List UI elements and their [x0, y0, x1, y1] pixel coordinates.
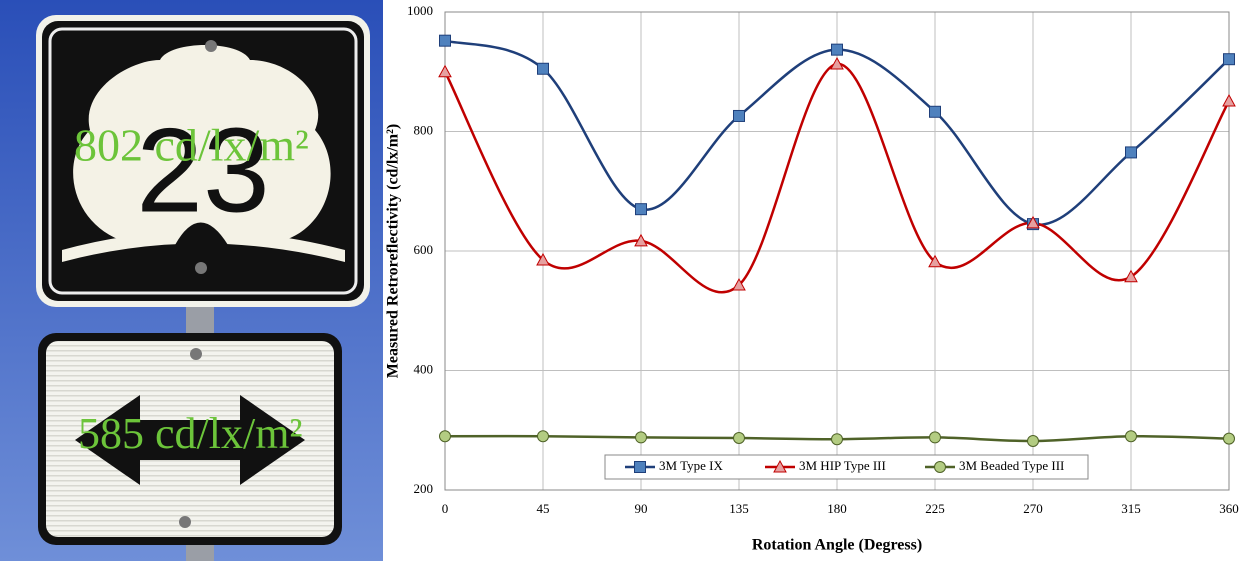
marker — [831, 43, 843, 56]
x-tick-label: 135 — [729, 501, 749, 516]
x-tick-label: 180 — [827, 501, 847, 516]
y-tick-label: 200 — [414, 481, 434, 496]
x-tick-label: 360 — [1219, 501, 1239, 516]
x-tick-label: 225 — [925, 501, 945, 516]
sign-number: 23 — [136, 104, 269, 238]
marker — [732, 278, 746, 291]
beehive — [73, 45, 331, 240]
marker — [537, 62, 549, 75]
legend-marker — [773, 459, 787, 473]
legend: 3M Type IX 3M HIP Type III 3M Beaded Type … — [604, 454, 1089, 480]
y-tick-label: 800 — [414, 122, 434, 137]
marker — [1125, 146, 1137, 159]
marker — [438, 64, 452, 78]
marker — [634, 233, 648, 247]
bottom-reading: 585 cd/lx/m² — [78, 409, 303, 458]
marker — [1223, 432, 1235, 445]
marker — [733, 109, 745, 122]
x-axis-title: Rotation Angle (Degress) — [752, 537, 922, 554]
beehive-door — [175, 222, 228, 245]
x-tick-label: 270 — [1023, 501, 1043, 516]
legend-box — [604, 454, 1089, 480]
chart: Rotation Angle (Degress) Measured Retror… — [385, 3, 1239, 554]
x-tick-label: 45 — [537, 501, 550, 516]
legend-label: 3M Beaded Type III — [959, 458, 1064, 473]
marker — [831, 433, 843, 446]
marker — [439, 430, 451, 443]
marker — [1124, 269, 1138, 283]
double-arrow — [75, 395, 305, 485]
marker — [1223, 53, 1235, 66]
marker — [929, 431, 941, 444]
y-tick-label: 1000 — [407, 3, 433, 18]
y-tick-label: 400 — [414, 361, 434, 376]
top-sign-line — [48, 27, 358, 295]
legend-label: 3M Type IX — [659, 458, 723, 473]
marker — [439, 34, 451, 47]
marker — [1027, 435, 1039, 448]
legend-marker — [934, 461, 946, 473]
marker — [635, 203, 647, 216]
photo: 23 802 cd/lx/m² 585 cd/lx/m² — [0, 0, 383, 561]
legend-marker — [634, 461, 646, 473]
marker — [929, 105, 941, 118]
bolt — [190, 348, 202, 360]
legend-label: 3M HIP Type III — [799, 458, 886, 473]
x-tick-label: 0 — [442, 501, 449, 516]
x-tick-label: 90 — [635, 501, 648, 516]
marker — [635, 431, 647, 444]
bolt — [179, 516, 191, 528]
bolt — [205, 40, 217, 52]
y-tick-label: 600 — [414, 242, 434, 257]
marker — [1125, 430, 1137, 443]
marker — [537, 430, 549, 443]
marker — [928, 254, 942, 268]
marker — [1026, 215, 1040, 229]
top-reading: 802 cd/lx/m² — [74, 120, 309, 171]
x-tick-label: 315 — [1121, 501, 1141, 516]
y-axis-title: Measured Retroreflectivity (cd/lx/m²) — [385, 124, 402, 379]
marker — [733, 432, 745, 445]
marker — [830, 56, 844, 70]
plot-frame — [444, 11, 1230, 491]
marker — [1222, 93, 1236, 107]
beehive-base — [62, 231, 345, 262]
bolt — [195, 262, 207, 274]
marker — [536, 252, 550, 266]
